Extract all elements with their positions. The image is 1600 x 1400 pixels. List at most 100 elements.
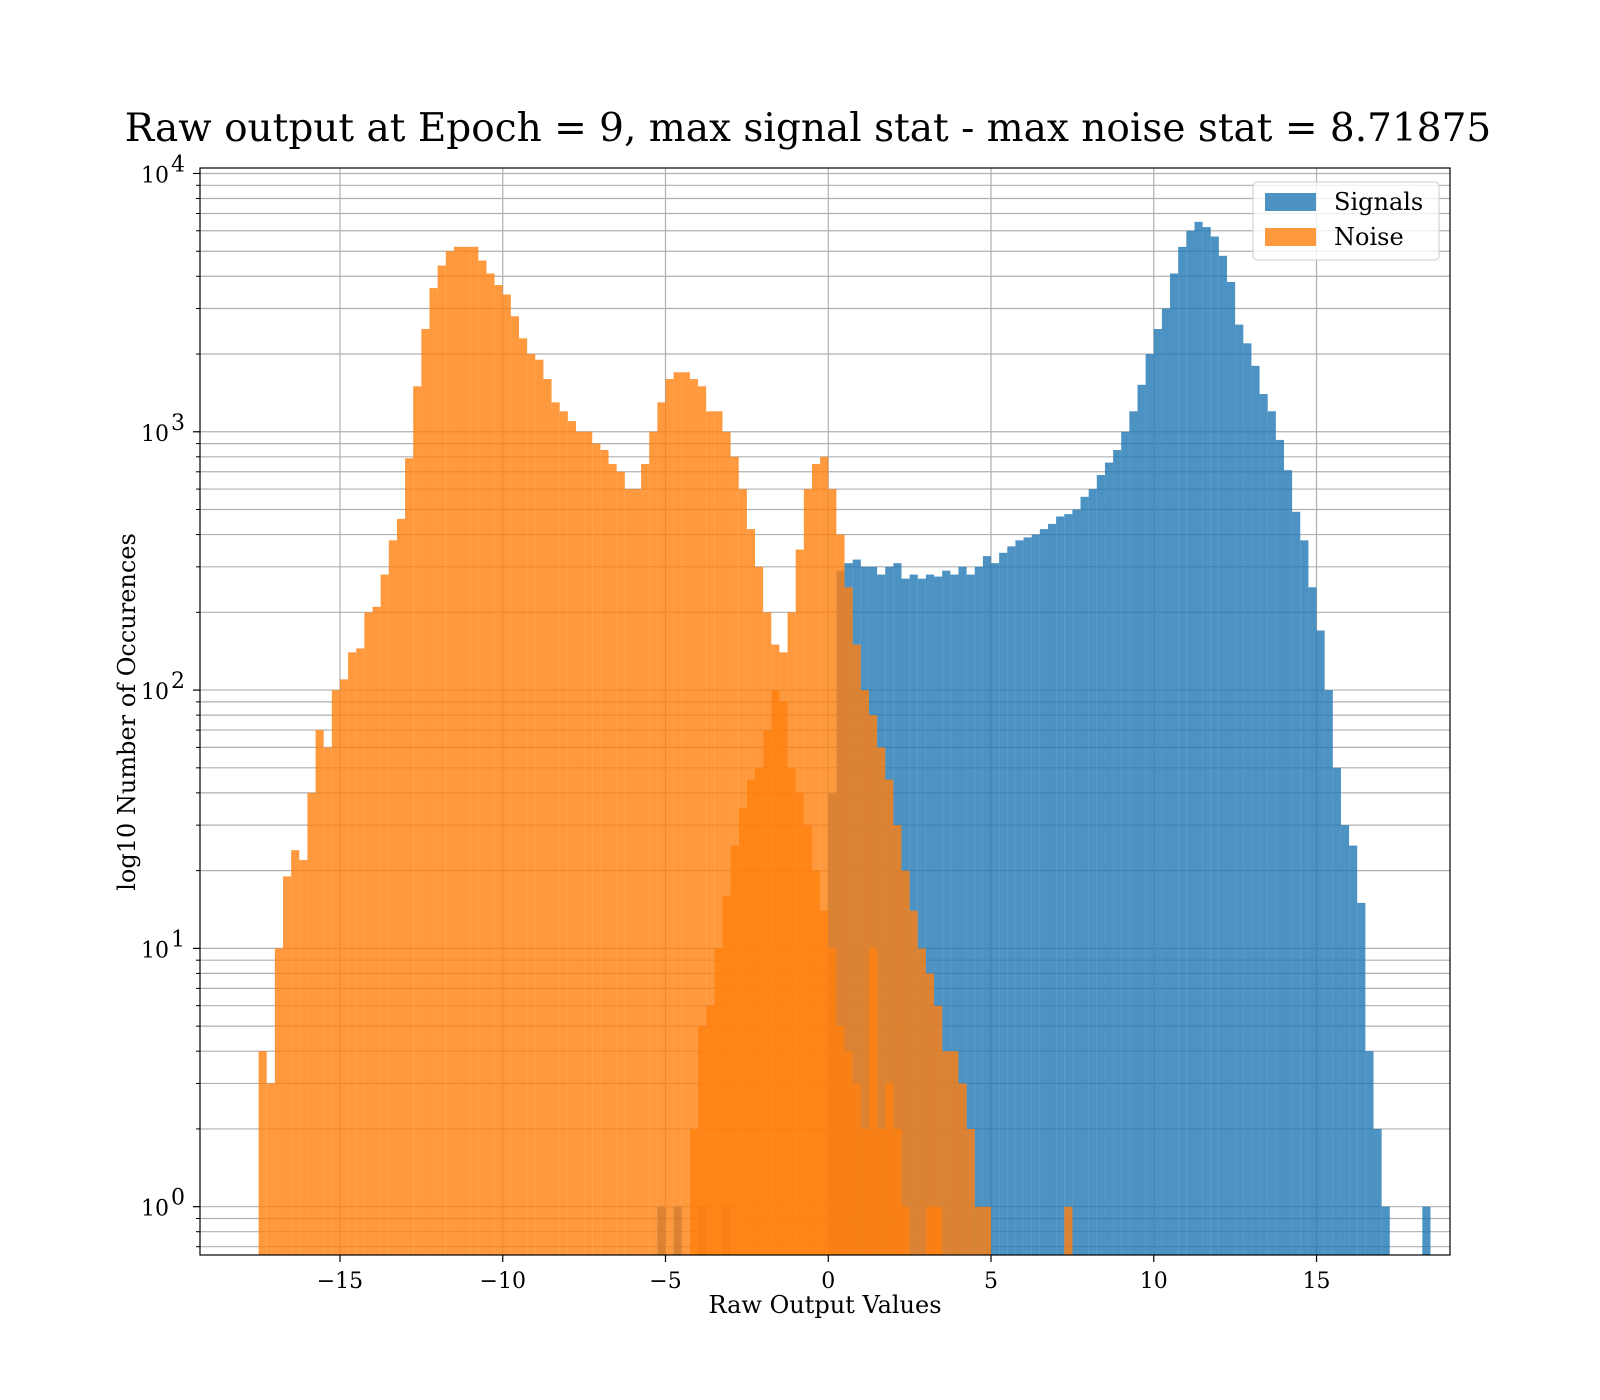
histogram-bar-series-2 (877, 747, 886, 1255)
histogram-bar-series-2 (738, 807, 747, 1255)
histogram-bar-series-1 (698, 386, 707, 1255)
histogram-bar-series-1 (608, 464, 617, 1255)
histogram-bar-series-1 (575, 431, 585, 1255)
histogram-bar-series-1 (567, 421, 576, 1256)
x-tick-label: 10 (1140, 1269, 1168, 1294)
histogram-bar-series-0 (1121, 431, 1130, 1255)
histogram-bar-series-0 (991, 563, 1000, 1255)
histogram-bar-series-0 (1047, 523, 1057, 1255)
histogram-bar-series-2 (722, 895, 731, 1255)
histogram-bar-series-1 (421, 328, 430, 1255)
histogram-bar-series-1 (283, 876, 292, 1255)
y-tick-exponent: 0 (171, 1186, 185, 1211)
histogram-bar-series-0 (1316, 630, 1325, 1255)
histogram-bar-series-0 (1259, 394, 1268, 1255)
histogram-bar-series-1 (486, 273, 495, 1255)
histogram-bar-series-1 (274, 948, 284, 1255)
histogram-bar-series-2 (893, 825, 902, 1255)
histogram-bar-series-0 (942, 570, 951, 1255)
x-tick-label: 15 (1303, 1269, 1331, 1294)
chart-title: Raw output at Epoch = 9, max signal stat… (125, 106, 1491, 151)
histogram-bar-series-1 (722, 431, 731, 1255)
histogram-bar-series-0 (1194, 221, 1203, 1255)
histogram-bar-series-2 (795, 549, 804, 1255)
histogram-bar-series-0 (1023, 537, 1032, 1255)
histogram-bar-series-1 (429, 288, 438, 1256)
histogram-bar-series-2 (966, 1128, 975, 1255)
histogram-bar-series-2 (844, 587, 853, 1255)
histogram-bar-series-0 (982, 556, 992, 1255)
histogram-bar-series-2 (763, 730, 772, 1255)
histogram-bar-series-1 (616, 471, 625, 1255)
histogram-bar-series-1 (291, 850, 300, 1255)
histogram-bar-series-2 (917, 948, 926, 1255)
histogram-bar-series-0 (1340, 825, 1350, 1255)
histogram-bar-series-1 (470, 246, 479, 1255)
histogram-bar-series-1 (681, 372, 690, 1255)
histogram-bar-series-0 (958, 566, 967, 1255)
histogram-bar-series-1 (502, 294, 511, 1255)
histogram-bar-series-1 (600, 450, 609, 1255)
histogram-bar-series-0 (1235, 324, 1244, 1256)
histogram-bar-series-0 (1170, 273, 1179, 1255)
histogram-bar-series-2 (901, 870, 910, 1255)
histogram-bar-series-0 (1365, 1051, 1374, 1255)
histogram-bar-series-2 (689, 1128, 699, 1255)
legend-swatch-noise (1265, 228, 1316, 246)
y-tick-label: 10 (141, 1197, 169, 1222)
histogram-bar-series-1 (453, 246, 463, 1255)
histogram-bar-series-0 (1056, 516, 1065, 1255)
histogram-bar-series-1 (535, 359, 544, 1255)
histogram-bar-series-1 (307, 792, 316, 1255)
histogram-bar-series-1 (299, 859, 308, 1255)
histogram-bar-series-1 (632, 489, 642, 1256)
plot-frame (199, 167, 1451, 1256)
y-tick-exponent: 4 (171, 152, 185, 177)
y-tick-exponent: 3 (171, 411, 185, 436)
histogram-bar-series-0 (1373, 1128, 1382, 1255)
histogram-bar-series-1 (331, 690, 340, 1255)
histogram-bar-series-1 (527, 354, 536, 1255)
histogram-bar-series-1 (510, 316, 520, 1255)
histogram-bar-series-2 (860, 690, 869, 1255)
histogram-bar-series-0 (1308, 587, 1317, 1255)
histogram-bar-series-1 (388, 540, 397, 1255)
x-axis-label: Raw Output Values (708, 1291, 941, 1319)
histogram-bar-series-0 (1015, 540, 1024, 1255)
histogram-bar-series-1 (624, 489, 633, 1256)
histogram-bar-series-0 (1227, 282, 1236, 1255)
histogram-bar-series-2 (974, 1206, 983, 1255)
histogram-bar-series-2 (909, 910, 918, 1255)
histogram-bar-series-2 (868, 715, 878, 1255)
histogram-bar-series-1 (1064, 1206, 1073, 1255)
y-tick-label: 10 (141, 163, 169, 188)
histogram-bar-series-0 (925, 574, 935, 1255)
histogram-bar-series-2 (852, 644, 861, 1255)
histogram-bar-series-1 (372, 606, 381, 1255)
histogram-bar-series-1 (356, 648, 365, 1255)
histogram-bar-series-0 (1137, 384, 1146, 1255)
histogram-bar-series-0 (1161, 308, 1171, 1255)
histogram-bar-series-1 (437, 265, 446, 1255)
histogram-bar-series-0 (1178, 246, 1187, 1255)
histogram-bar-series-0 (1275, 439, 1284, 1255)
histogram-bar-series-2 (706, 1005, 715, 1255)
legend: Signals Noise (1252, 181, 1440, 261)
histogram-bar-series-2 (746, 779, 756, 1255)
histogram-bar-series-2 (730, 845, 739, 1255)
histogram-bar-series-1 (706, 411, 715, 1255)
x-tick-label: −10 (480, 1269, 526, 1294)
histogram-bar-series-2 (982, 1206, 992, 1255)
histogram-bar-series-0 (1210, 236, 1219, 1255)
histogram-bar-series-1 (258, 1051, 267, 1255)
legend-swatch-signals (1265, 193, 1316, 211)
histogram-bar-series-0 (974, 566, 983, 1255)
histogram-bar-series-1 (462, 246, 471, 1255)
histogram-bar-series-2 (803, 489, 812, 1256)
histogram-bar-series-0 (1332, 767, 1341, 1255)
histogram-bar-series-1 (405, 458, 414, 1256)
y-tick-exponent: 1 (171, 927, 185, 952)
